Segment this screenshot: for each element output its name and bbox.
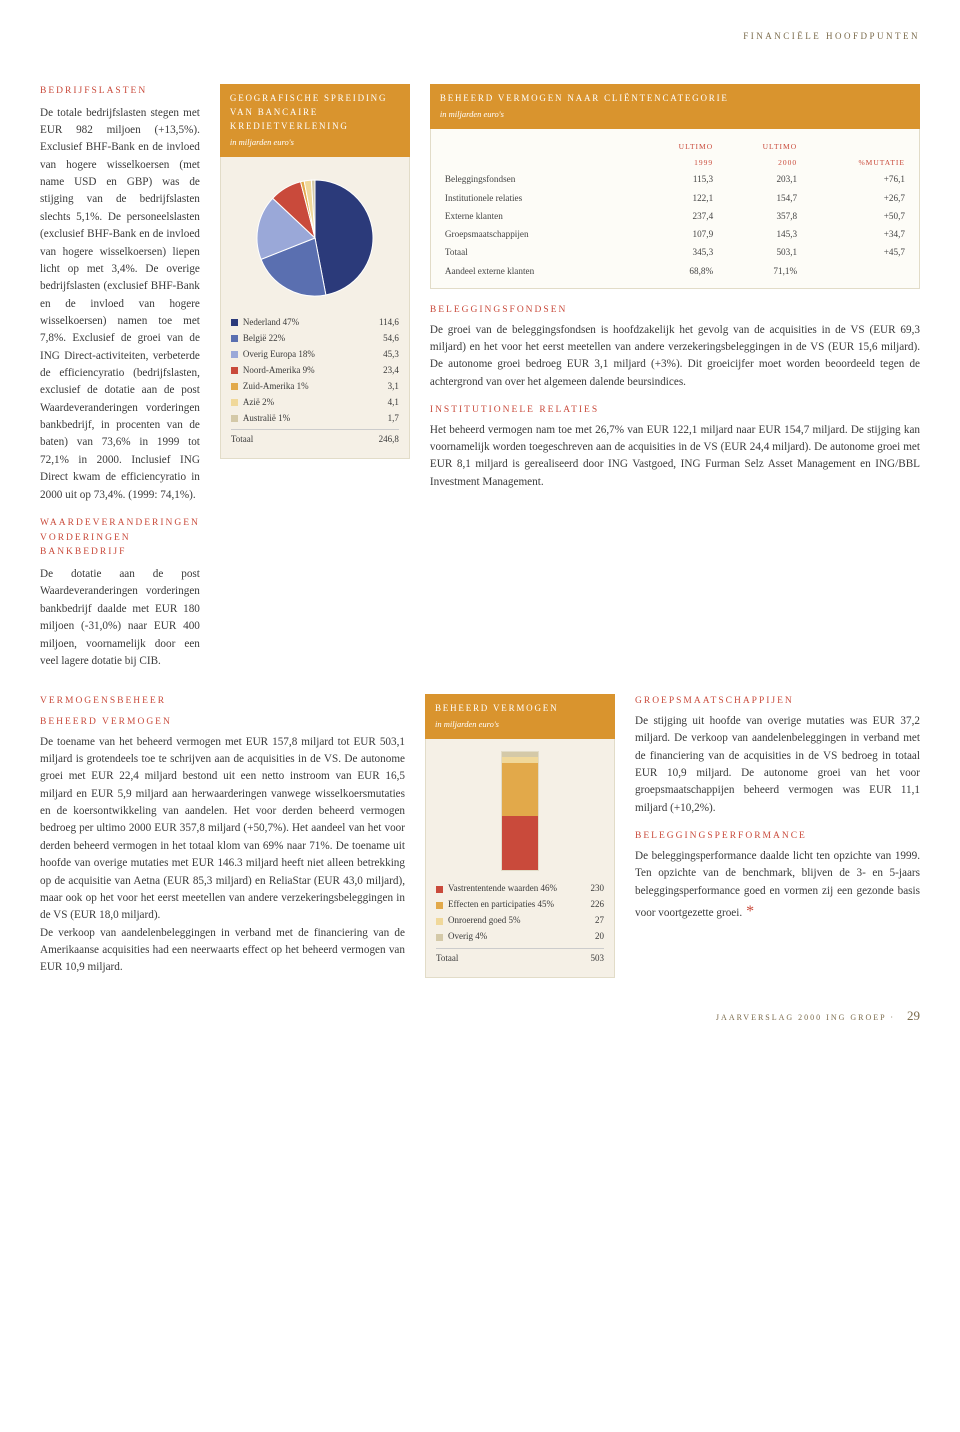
- legend-row: Australië 1%1,7: [231, 411, 399, 427]
- vermogensbeheer-heading: VERMOGENSBEHEER: [40, 694, 405, 709]
- legend-total: Totaal246,8: [231, 429, 399, 448]
- table-row: Groepsmaatschappijen107,9145,3+34,7: [441, 225, 909, 243]
- bar-legend: Vastrententende waarden 46%230Effecten e…: [436, 881, 604, 967]
- institutionele-heading: INSTITUTIONELE RELATIES: [430, 403, 920, 418]
- legend-row: België 22%54,6: [231, 331, 399, 347]
- beleggingsfondsen-heading: BELEGGINGSFONDSEN: [430, 303, 920, 318]
- legend-row: Zuid-Amerika 1%3,1: [231, 379, 399, 395]
- pie-legend: Nederland 47%114,6België 22%54,6Overig E…: [231, 315, 399, 449]
- client-table-title: BEHEERD VERMOGEN NAAR CLIËNTENCATEGORIE: [440, 92, 910, 106]
- legend-row: Vastrententende waarden 46%230: [436, 881, 604, 897]
- pie-svg: [250, 173, 380, 303]
- bar-stack: [501, 751, 539, 871]
- bedrijfslasten-heading: BEDRIJFSLASTEN: [40, 84, 200, 99]
- legend-row: Effecten en participaties 45%226: [436, 897, 604, 913]
- legend-row: Onroerend goed 5%27: [436, 913, 604, 929]
- table-row: Totaal345,3503,1+45,7: [441, 243, 909, 261]
- table-row: Aandeel externe klanten68,8%71,1%: [441, 262, 909, 280]
- legend-row: Nederland 47%114,6: [231, 315, 399, 331]
- legend-row: Overig Europa 18%45,3: [231, 347, 399, 363]
- client-table-sub: in miljarden euro's: [440, 108, 910, 121]
- legend-row: Overig 4%20: [436, 929, 604, 945]
- page-footer: JAARVERSLAG 2000 ING GROEP · 29: [40, 1006, 920, 1026]
- waarde-heading: WAARDEVERANDERINGEN VORDERINGEN BANKBEDR…: [40, 516, 200, 560]
- bar-segment: [502, 816, 538, 870]
- table-row: Externe klanten237,4357,8+50,7: [441, 207, 909, 225]
- table-row: Institutionele relaties122,1154,7+26,7: [441, 189, 909, 207]
- legend-row: Noord-Amerika 9%23,4: [231, 363, 399, 379]
- client-table: ULTIMOULTIMO19992000%MUTATIE Beleggingsf…: [441, 139, 909, 280]
- vermogensbeheer-sub: BEHEERD VERMOGEN: [40, 715, 405, 730]
- bedrijfslasten-body: De totale bedrijfslasten stegen met EUR …: [40, 105, 200, 504]
- table-row: Beleggingsfondsen115,3203,1+76,1: [441, 170, 909, 188]
- beleggingsfondsen-body: De groei van de beleggingsfondsen is hoo…: [430, 322, 920, 391]
- pie-title: GEOGRAFISCHE SPREIDING VAN BANCAIRE KRED…: [230, 92, 400, 134]
- perf-heading: BELEGGINGSPERFORMANCE: [635, 829, 920, 844]
- pie-chart-box: GEOGRAFISCHE SPREIDING VAN BANCAIRE KRED…: [220, 84, 410, 670]
- asterisk-icon: *: [746, 903, 754, 920]
- bar-title: BEHEERD VERMOGEN: [435, 702, 605, 716]
- bar-chart-box: BEHEERD VERMOGEN in miljarden euro's Vas…: [425, 694, 615, 978]
- groeps-heading: GROEPSMAATSCHAPPIJEN: [635, 694, 920, 709]
- bar-segment: [502, 763, 538, 816]
- waarde-body: De dotatie aan de post Waardeverandering…: [40, 566, 200, 670]
- legend-row: Azië 2%4,1: [231, 395, 399, 411]
- groeps-body: De stijging uit hoofde van overige mutat…: [635, 713, 920, 817]
- perf-body: De beleggingsperformance daalde licht te…: [635, 848, 920, 925]
- page-eyebrow: FINANCIËLE HOOFDPUNTEN: [40, 30, 920, 44]
- legend-total: Totaal503: [436, 948, 604, 967]
- pie-sub: in miljarden euro's: [230, 136, 400, 149]
- bar-sub: in miljarden euro's: [435, 718, 605, 731]
- client-table-box: BEHEERD VERMOGEN NAAR CLIËNTENCATEGORIE …: [430, 84, 920, 289]
- institutionele-body: Het beheerd vermogen nam toe met 26,7% v…: [430, 422, 920, 491]
- vermogensbeheer-body: De toename van het beheerd vermogen met …: [40, 734, 405, 977]
